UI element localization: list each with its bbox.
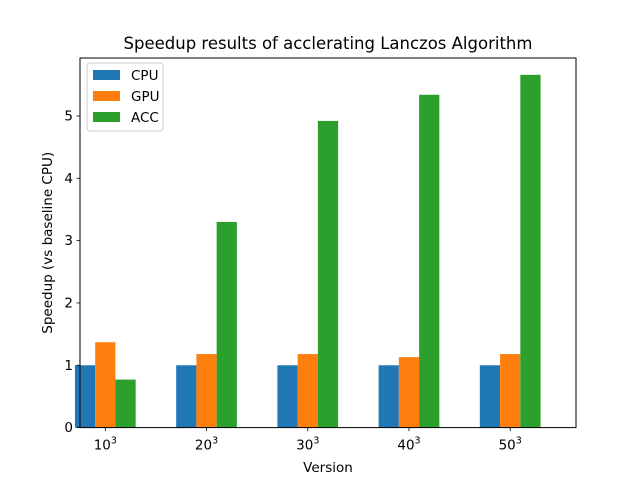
bar-gpu-4: [500, 354, 521, 428]
bar-gpu-0: [95, 342, 116, 428]
bar-gpu-1: [196, 354, 217, 428]
bar-acc-4: [520, 74, 541, 428]
legend-label-gpu: GPU: [131, 89, 159, 105]
x-tick-label: 303: [296, 436, 319, 454]
x-tick-label: 503: [499, 436, 522, 454]
y-tick-label: 4: [64, 171, 73, 187]
x-tick-label: 103: [94, 436, 117, 454]
y-axis-label: Speedup (vs baseline CPU): [40, 152, 56, 334]
legend-label-cpu: CPU: [131, 68, 158, 84]
bar-cpu-0: [74, 365, 96, 428]
x-axis-label: Version: [303, 460, 353, 476]
x-tick-label: 203: [195, 436, 218, 454]
y-tick-label: 2: [64, 295, 73, 311]
bar-cpu-2: [277, 365, 298, 428]
bar-acc-3: [419, 94, 440, 428]
bar-gpu-2: [297, 354, 318, 428]
chart-title: Speedup results of acclerating Lanczos A…: [124, 34, 533, 53]
bar-acc-2: [317, 120, 339, 428]
legend-swatch-acc: [93, 112, 120, 122]
bars-layer: [74, 74, 541, 428]
x-axis: 103 203 303 403 503: [94, 427, 522, 454]
y-tick-label: 0: [64, 420, 73, 436]
bar-cpu-1: [176, 365, 197, 428]
legend-swatch-cpu: [93, 70, 120, 80]
y-axis: 0 1 2 3 4 5: [64, 108, 80, 436]
legend-swatch-gpu: [93, 91, 120, 101]
legend: CPU GPU ACC: [86, 62, 164, 132]
y-tick-label: 5: [64, 108, 73, 124]
bar-acc-1: [216, 221, 237, 428]
y-tick-label: 3: [64, 233, 73, 249]
bar-cpu-4: [479, 365, 501, 428]
plot-frame: [79, 57, 577, 429]
bar-cpu-3: [378, 365, 399, 428]
bar-gpu-3: [398, 357, 420, 428]
y-tick-label: 1: [64, 358, 73, 374]
legend-label-acc: ACC: [131, 110, 159, 126]
x-tick-label: 403: [397, 436, 420, 454]
bar-acc-0: [115, 379, 136, 428]
